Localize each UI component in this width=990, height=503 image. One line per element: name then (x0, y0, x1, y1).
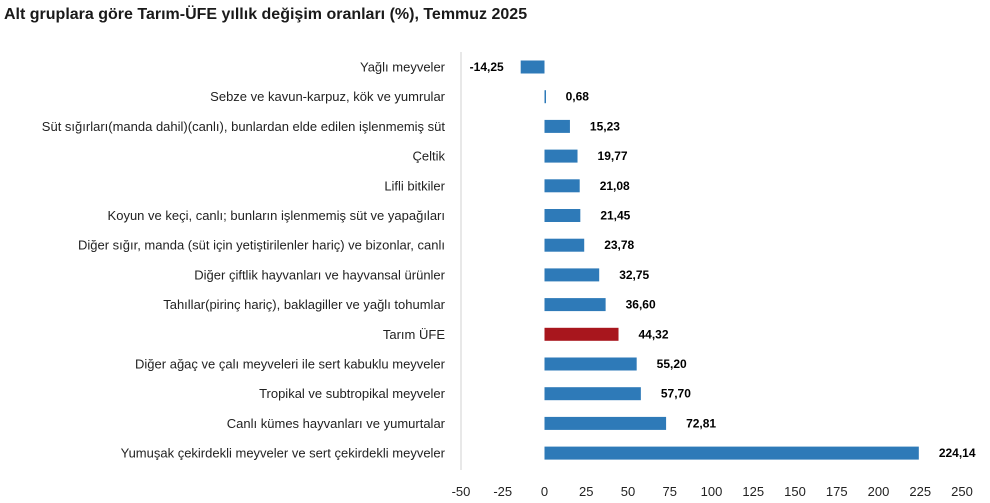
category-label: Yumuşak çekirdekli meyveler ve sert çeki… (121, 446, 446, 461)
data-label: 0,68 (566, 90, 590, 104)
bar (544, 357, 637, 371)
x-tick-label: 25 (579, 484, 593, 499)
bar (544, 149, 578, 163)
category-label: Sebze ve kavun-karpuz, kök ve yumrular (210, 89, 445, 104)
x-tick-label: 75 (663, 484, 677, 499)
x-tick-label: 150 (784, 484, 806, 499)
category-label: Diğer ağaç ve çalı meyveleri ile sert ka… (135, 357, 446, 372)
x-tick-label: 200 (868, 484, 890, 499)
x-tick-label: 250 (951, 484, 973, 499)
data-label: 15,23 (590, 119, 620, 133)
x-tick-label: -25 (493, 484, 512, 499)
data-label: 21,45 (600, 209, 630, 223)
bar (544, 90, 546, 104)
category-label: Diğer çiftlik hayvanları ve hayvansal ür… (194, 267, 445, 282)
data-label: 23,78 (604, 238, 634, 252)
category-label: Koyun ve keçi, canlı; bunların işlenmemi… (108, 208, 445, 223)
x-tick-label: -50 (452, 484, 471, 499)
data-label: -14,25 (470, 60, 504, 74)
category-label: Yağlı meyveler (360, 60, 446, 75)
category-label: Süt sığırları(manda dahil)(canlı), bunla… (42, 119, 446, 134)
category-label: Tarım ÜFE (383, 327, 445, 342)
category-label: Tropikal ve subtropikal meyveler (259, 386, 446, 401)
bar (544, 268, 600, 282)
x-tick-label: 175 (826, 484, 848, 499)
category-label: Diğer sığır, manda (süt için yetiştirile… (78, 238, 445, 253)
category-label: Çeltik (412, 149, 445, 164)
bar (544, 387, 641, 401)
data-label: 224,14 (939, 446, 976, 460)
bar (544, 416, 667, 430)
data-label: 72,81 (686, 416, 716, 430)
data-label: 21,08 (600, 179, 630, 193)
category-label: Tahıllar(pirinç hariç), baklagiller ve y… (163, 297, 445, 312)
x-tick-label: 225 (909, 484, 931, 499)
bar (544, 446, 919, 460)
data-label: 44,32 (639, 327, 669, 341)
bar (520, 60, 545, 74)
data-label: 32,75 (619, 268, 649, 282)
data-label: 36,60 (626, 298, 656, 312)
category-label: Lifli bitkiler (384, 178, 445, 193)
bar (544, 238, 585, 252)
bar-highlight (544, 327, 619, 341)
x-tick-label: 100 (701, 484, 723, 499)
x-tick-label: 125 (742, 484, 764, 499)
data-label: 19,77 (598, 149, 628, 163)
data-label: 55,20 (657, 357, 687, 371)
bar (544, 298, 606, 312)
x-tick-label: 50 (621, 484, 635, 499)
bar (544, 209, 581, 222)
x-tick-label: 0 (541, 484, 548, 499)
bar (544, 119, 570, 133)
category-label: Canlı kümes hayvanları ve yumurtalar (227, 416, 446, 431)
data-label: 57,70 (661, 387, 691, 401)
bar (544, 179, 580, 193)
chart-title: Alt gruplara göre Tarım-ÜFE yıllık değiş… (4, 6, 528, 23)
